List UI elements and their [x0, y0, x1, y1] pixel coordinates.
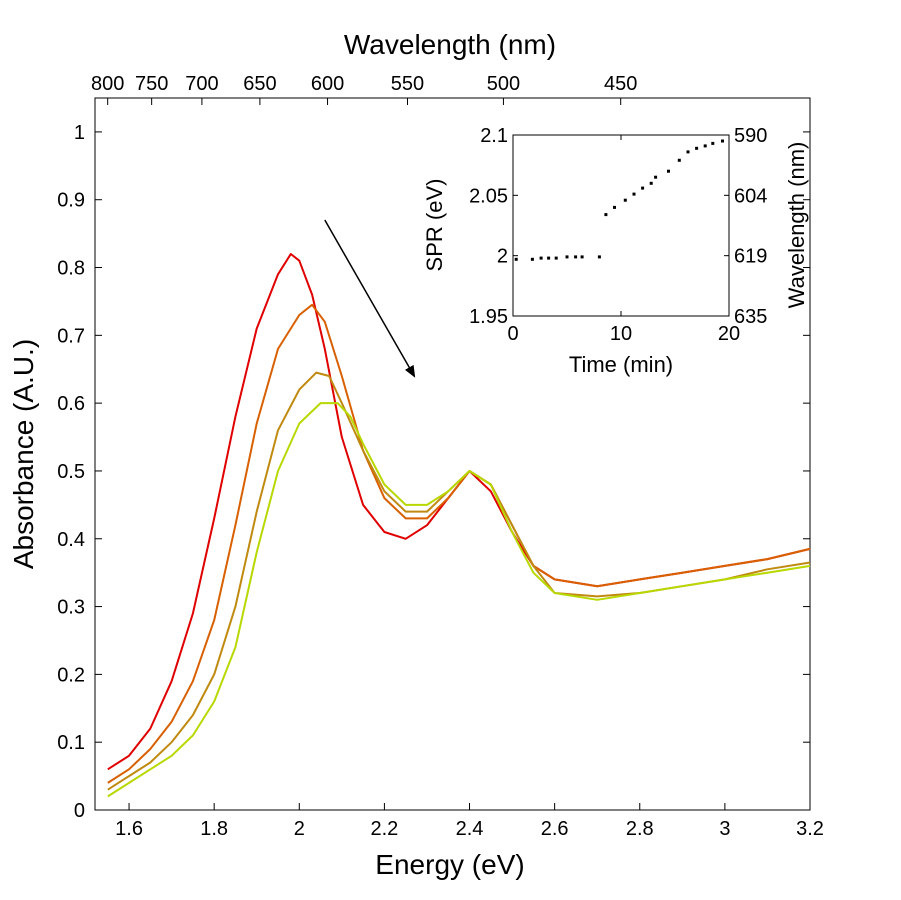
- spr-point: [565, 255, 569, 259]
- inset-x-tick-label: 20: [718, 323, 740, 345]
- spr-point: [580, 255, 584, 259]
- top-tick-label: 750: [135, 73, 168, 95]
- inset-ticks: 0 10 20 1.95 2 2.05 2.1 635 619 604 590: [469, 125, 767, 345]
- absorbance-series-3: [107, 371, 811, 791]
- main-ticks: 1.6 1.8 2 2.2 2.4 2.6 2.8 3 3.2 0 0.1 0.2 0.3 0.4 0.5 0…: [57, 73, 824, 840]
- spr-point: [514, 257, 518, 261]
- spr-point: [530, 257, 534, 261]
- inset-right-tick-label: 635: [734, 306, 767, 328]
- absorbance-series-2: [107, 303, 811, 784]
- spr-point: [695, 146, 699, 150]
- inset-points-group: [514, 139, 724, 261]
- x-axis-title: Energy (eV): [375, 849, 524, 880]
- top-tick-label: 450: [604, 73, 637, 95]
- inset-plot: 0 10 20 1.95 2 2.05 2.1 635 619 604 590 Time (min)…: [422, 125, 809, 377]
- spr-point: [711, 141, 715, 145]
- spr-point: [667, 169, 670, 173]
- top-tick-label: 600: [311, 73, 344, 95]
- top-tick-label: 800: [91, 73, 124, 95]
- spr-point: [613, 205, 616, 209]
- spr-point: [604, 213, 608, 217]
- inset-x-tick-label: 10: [610, 323, 632, 345]
- spr-point: [649, 181, 653, 185]
- spr-point: [547, 256, 551, 260]
- y-tick-label: 0.6: [57, 393, 85, 415]
- y-tick-label: 0: [74, 800, 85, 822]
- y-tick-label: 0.7: [57, 325, 85, 347]
- y-tick-label: 0.9: [57, 190, 85, 212]
- x-tick-label: 3: [719, 818, 730, 840]
- inset-right-tick-label: 590: [734, 125, 767, 147]
- y-tick-label: 0.4: [57, 529, 85, 551]
- spr-point: [574, 255, 578, 259]
- top-tick-label: 500: [487, 73, 520, 95]
- inset-right-tick-label: 619: [734, 246, 767, 268]
- absorbance-series-4: [107, 402, 811, 798]
- spr-point: [632, 192, 636, 196]
- inset-y-axis-title: SPR (eV): [422, 179, 447, 272]
- spr-point: [686, 150, 690, 154]
- spr-point: [677, 158, 681, 162]
- spr-point: [554, 256, 558, 260]
- y-axis-title: Absorbance (A.U.): [8, 339, 39, 569]
- spr-point: [539, 256, 543, 260]
- inset-x-tick-label: 0: [507, 323, 518, 345]
- y-tick-label: 0.8: [57, 258, 85, 280]
- absorbance-series-1: [107, 253, 811, 771]
- spr-point: [597, 255, 601, 259]
- main-series-group: [107, 253, 811, 798]
- x-tick-label: 1.8: [200, 818, 228, 840]
- top-tick-label: 650: [243, 73, 276, 95]
- inset-right-tick-label: 604: [734, 185, 767, 207]
- x-tick-label: 2.4: [456, 818, 484, 840]
- spr-point: [703, 144, 707, 148]
- x-tick-label: 3.2: [796, 818, 824, 840]
- y-tick-label: 0.2: [57, 664, 85, 686]
- x-tick-label: 2.6: [541, 818, 569, 840]
- y-tick-label: 0.3: [57, 597, 85, 619]
- main-annotations: [324, 219, 416, 378]
- x-tick-label: 2.2: [370, 818, 398, 840]
- inset-right-axis-title: Wavelength (nm): [784, 142, 809, 309]
- trend-arrow: [324, 219, 416, 378]
- x-tick-label: 1.6: [115, 818, 143, 840]
- top-tick-label: 700: [185, 73, 218, 95]
- spr-point: [641, 186, 645, 190]
- spr-point: [623, 198, 627, 202]
- y-tick-label: 0.5: [57, 461, 85, 483]
- spr-point: [654, 175, 658, 179]
- main-plot: 1.6 1.8 2 2.2 2.4 2.6 2.8 3 3.2 0 0.1 0.2 0.3 0.4 0.5 0…: [8, 29, 824, 880]
- x-tick-label: 2.8: [626, 818, 654, 840]
- main-plot-frame: [94, 97, 811, 811]
- top-tick-label: 550: [391, 73, 424, 95]
- spr-point: [721, 139, 724, 143]
- inset-y-tick-label: 2: [497, 246, 508, 268]
- inset-background: [513, 135, 729, 316]
- inset-y-tick-label: 2.1: [480, 125, 508, 147]
- inset-y-tick-label: 1.95: [469, 306, 508, 328]
- x-tick-label: 2: [294, 818, 305, 840]
- y-tick-label: 0.1: [57, 732, 85, 754]
- top-axis-title: Wavelength (nm): [344, 29, 556, 60]
- y-tick-label: 1: [74, 122, 85, 144]
- inset-y-tick-label: 2.05: [469, 185, 508, 207]
- inset-x-axis-title: Time (min): [569, 352, 673, 377]
